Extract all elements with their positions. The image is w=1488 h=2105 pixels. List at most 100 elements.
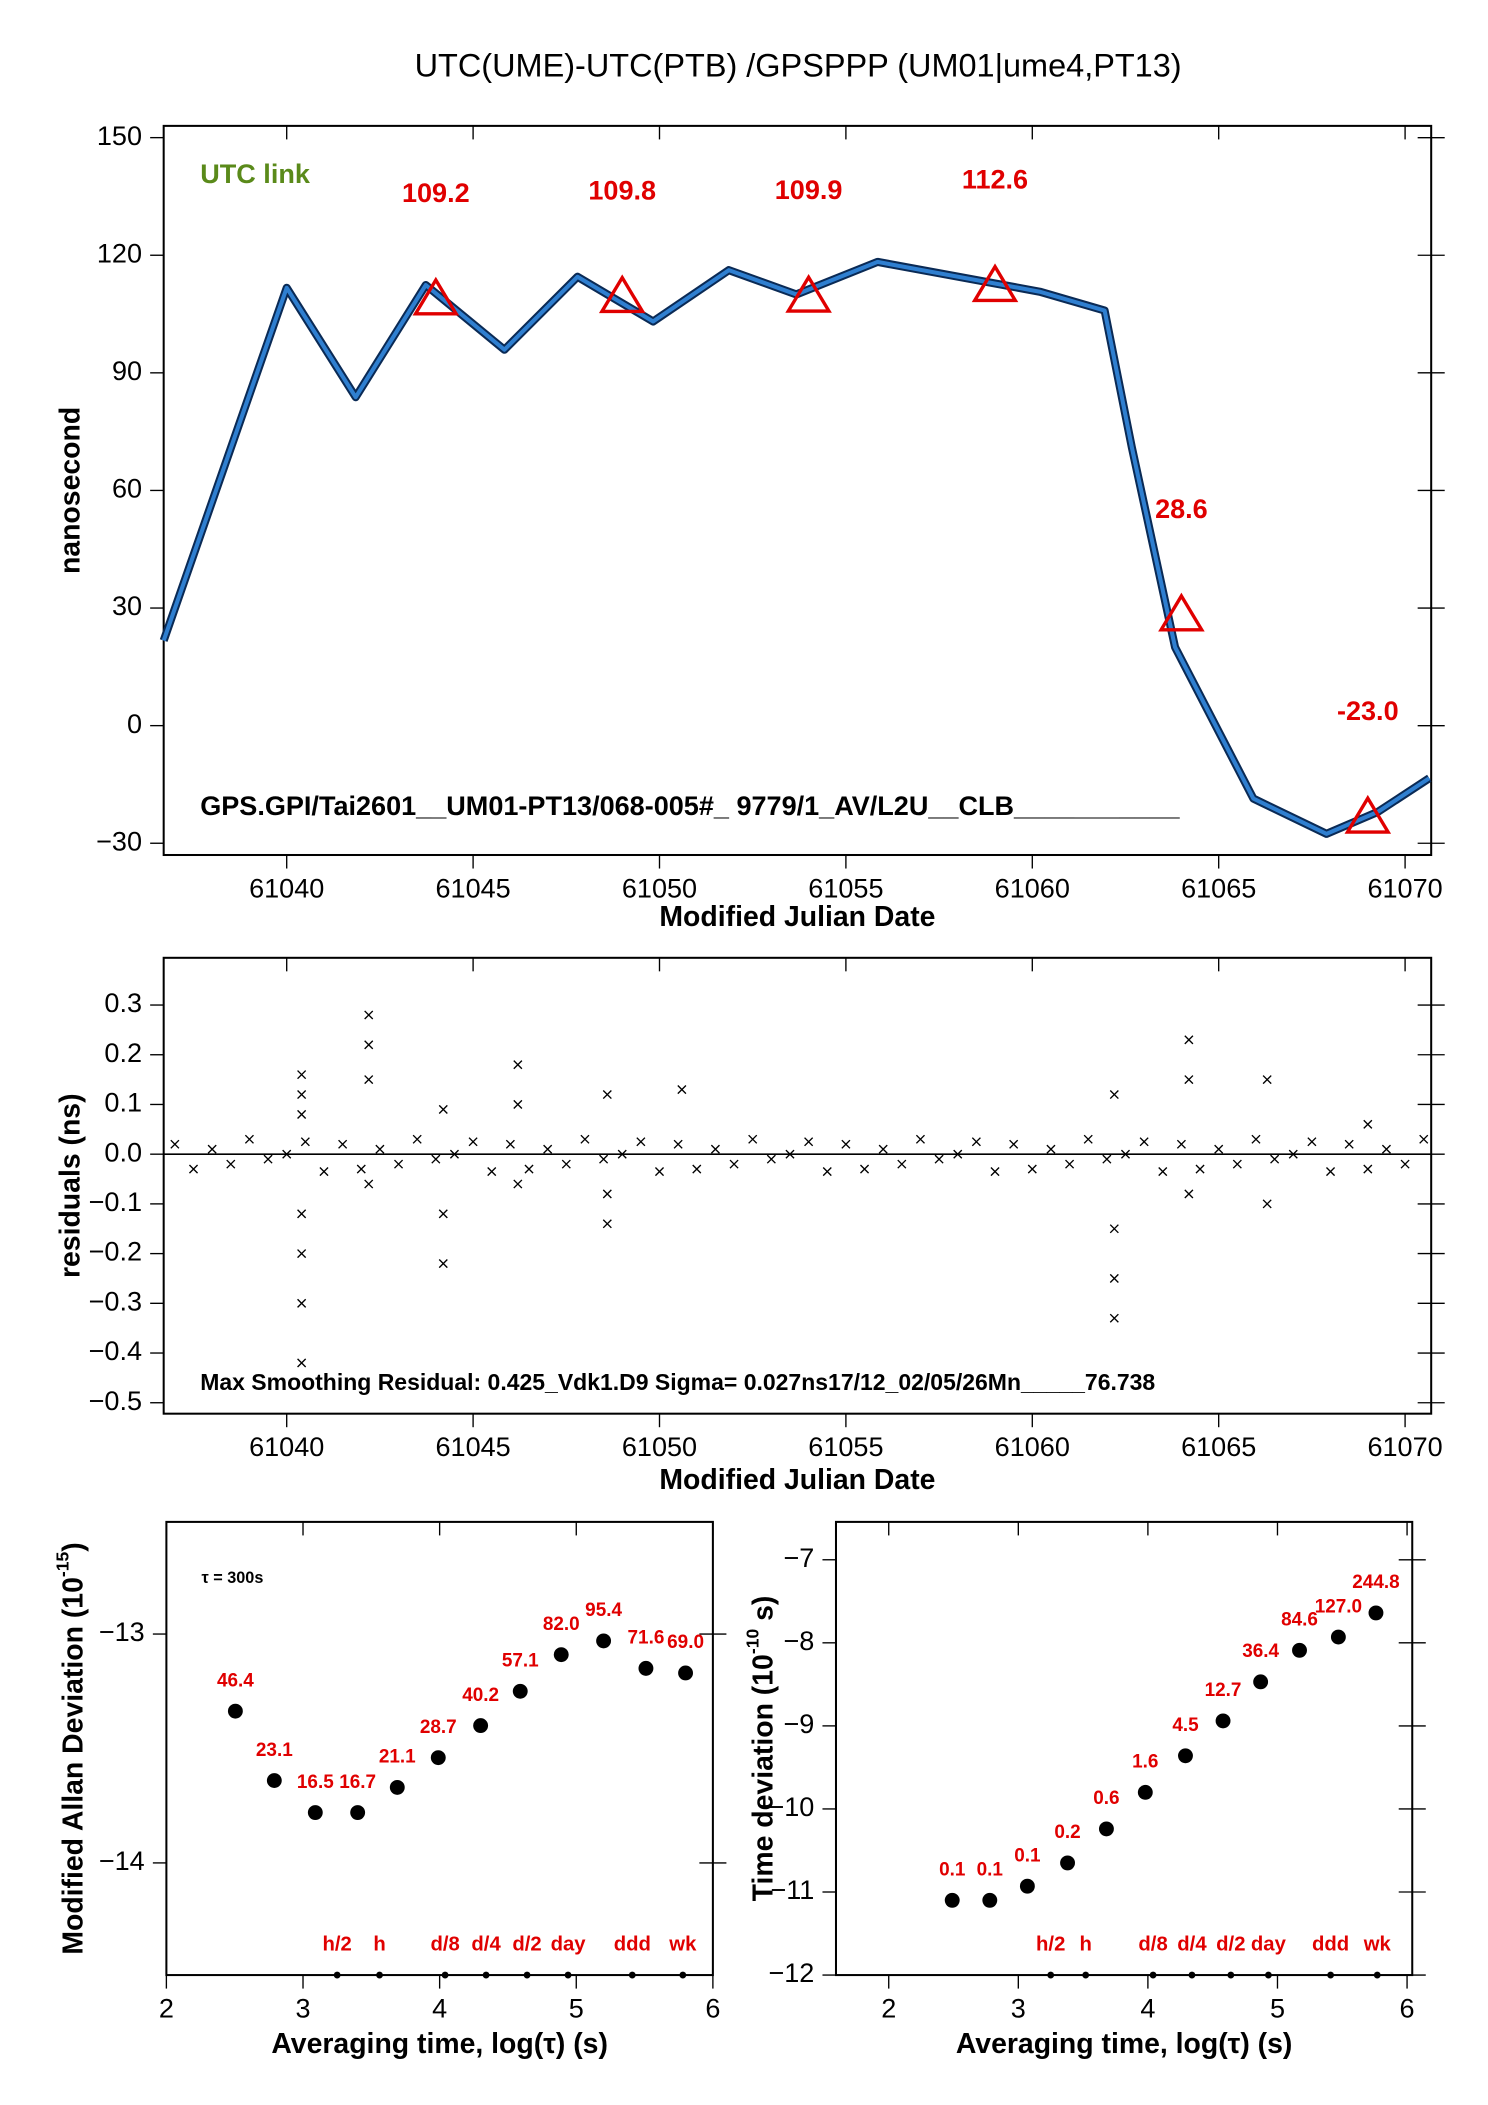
time-marker-label: d/2 <box>512 1934 541 1956</box>
y-tick-label: 0.0 <box>104 1137 142 1167</box>
time-marker-label: h <box>373 1934 385 1956</box>
triangle-marker <box>1158 592 1205 632</box>
x-tick-label: 5 <box>569 1993 584 2023</box>
y-tick-label: 30 <box>112 591 142 621</box>
residual-point <box>1184 1075 1194 1085</box>
deviation-point <box>1137 1784 1153 1800</box>
residual-point <box>1288 1149 1298 1159</box>
residual-point <box>364 1010 374 1020</box>
y-tick-label: −9 <box>783 1709 814 1739</box>
residual-point <box>524 1164 534 1174</box>
time-marker <box>1082 1971 1090 1979</box>
plot-frame <box>165 1520 714 1977</box>
deviation-point <box>430 1750 446 1766</box>
x-axis-label: Modified Julian Date <box>659 901 935 933</box>
residual-point <box>1109 1224 1119 1234</box>
residual-point <box>1109 1273 1119 1283</box>
time-marker <box>564 1971 572 1979</box>
time-marker <box>482 1971 490 1979</box>
x-tick-label: 6 <box>1400 1993 1415 2023</box>
residual-point <box>561 1159 571 1169</box>
point-label: 40.2 <box>462 1685 499 1706</box>
residual-point <box>1120 1149 1131 1159</box>
triangle-marker <box>971 263 1019 303</box>
time-marker <box>679 1971 687 1979</box>
x-tick-label: 61050 <box>622 1432 697 1462</box>
residual-point <box>1262 1075 1272 1085</box>
point-label: 84.6 <box>1281 1610 1318 1631</box>
residual-point <box>487 1167 497 1177</box>
point-label: 0.1 <box>939 1860 965 1881</box>
residual-point <box>1214 1144 1224 1154</box>
residual-point <box>580 1134 590 1144</box>
y-tick-label: −0.4 <box>89 1336 142 1366</box>
deviation-point <box>553 1647 569 1663</box>
residual-point <box>468 1137 478 1147</box>
y-tick-label: −30 <box>96 826 142 856</box>
residual-point <box>990 1167 1000 1177</box>
y-tick-label: 0.2 <box>104 1038 142 1068</box>
residual-point <box>804 1137 814 1147</box>
residual-point <box>729 1159 739 1169</box>
residual-point <box>1419 1134 1429 1144</box>
residual-point <box>513 1179 523 1189</box>
point-label: 1.6 <box>1132 1752 1158 1773</box>
deviation-point <box>266 1773 282 1788</box>
point-label: 16.7 <box>339 1772 376 1793</box>
y-tick-label: 0 <box>127 709 142 739</box>
residual-point <box>543 1144 553 1154</box>
residual-point <box>244 1134 254 1144</box>
residual-point <box>1381 1144 1391 1154</box>
time-marker <box>1227 1971 1235 1979</box>
time-marker-label: h/2 <box>323 1934 352 1956</box>
deviation-point <box>1060 1855 1075 1871</box>
x-tick-label: 61070 <box>1367 873 1442 903</box>
residual-point <box>300 1137 310 1147</box>
point-label: 0.2 <box>1054 1822 1080 1843</box>
residual-point <box>1232 1159 1242 1169</box>
residual-point <box>915 1134 925 1144</box>
deviation-point <box>1019 1878 1035 1894</box>
residual-point <box>297 1109 307 1119</box>
residual-point <box>1195 1164 1205 1174</box>
y-tick-label: −12 <box>768 1958 814 1988</box>
residual-point <box>207 1144 217 1154</box>
point-label: 16.5 <box>297 1772 334 1793</box>
x-axis-label: Modified Julian Date <box>659 1464 935 1496</box>
y-tick-label: −0.3 <box>89 1286 142 1316</box>
time-marker <box>441 1971 449 1979</box>
data-line <box>161 259 1431 836</box>
deviation-point <box>350 1805 366 1821</box>
x-tick-label: 2 <box>159 1993 174 2023</box>
residual-point <box>263 1154 273 1164</box>
residual-point <box>1027 1164 1037 1174</box>
y-tick-label: −0.5 <box>89 1386 142 1416</box>
point-label: 0.6 <box>1093 1788 1119 1809</box>
residual-point <box>971 1137 981 1147</box>
point-label: 57.1 <box>502 1651 539 1672</box>
residual-point <box>438 1259 448 1269</box>
residual-point <box>878 1144 888 1154</box>
residual-point <box>859 1164 870 1174</box>
time-marker <box>1149 1971 1157 1979</box>
x-tick-label: 61070 <box>1367 1432 1442 1462</box>
deviation-point <box>1368 1605 1384 1621</box>
x-tick-label: 61050 <box>622 873 697 903</box>
x-tick-label: 61045 <box>435 1432 510 1462</box>
time-marker-label: d/8 <box>430 1934 459 1956</box>
residual-point <box>364 1075 374 1085</box>
residual-point <box>692 1164 702 1174</box>
x-tick-label: 3 <box>1011 1993 1026 2023</box>
residual-point <box>319 1167 329 1177</box>
deviation-point <box>389 1779 405 1795</box>
residual-point <box>673 1139 683 1149</box>
y-axis-label: Modified Allan Deviation (10-15) <box>52 1542 89 1954</box>
time-marker <box>628 1971 636 1979</box>
x-tick-label: 61065 <box>1181 1432 1256 1462</box>
y-tick-label: −11 <box>770 1875 814 1905</box>
y-axis-label-text: nanosecond <box>54 407 86 574</box>
residual-point <box>602 1189 612 1199</box>
residual-point <box>412 1134 422 1144</box>
y-axis-label: Time deviation (10-10 s) <box>742 1596 779 1902</box>
y-tick-label: −14 <box>99 1846 145 1876</box>
